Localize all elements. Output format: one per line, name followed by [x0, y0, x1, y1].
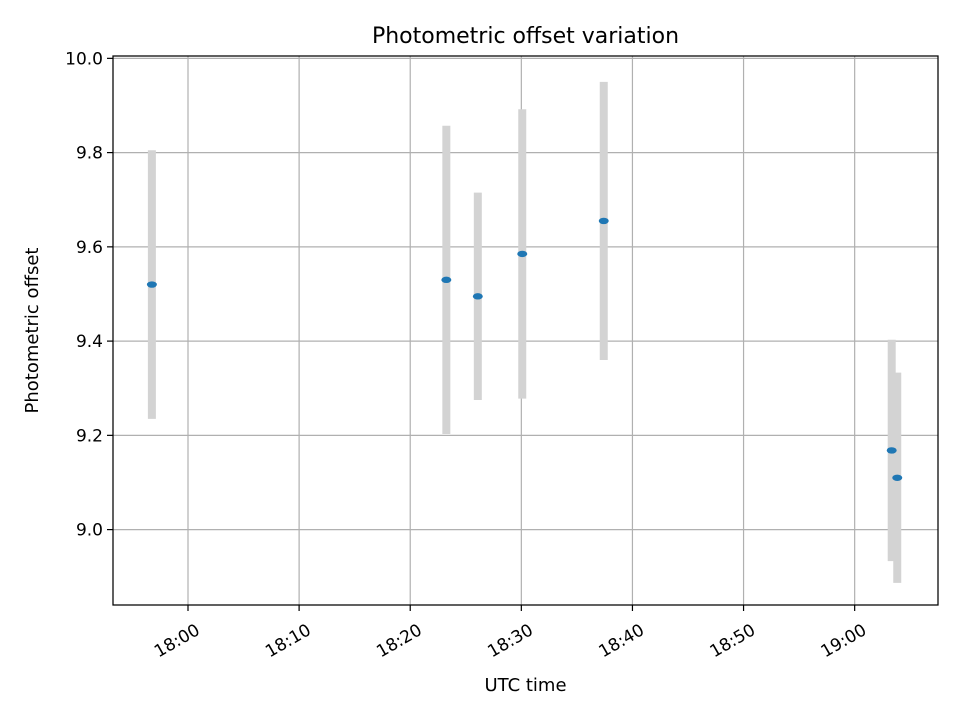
error-bars — [147, 81, 902, 583]
y-tick-label: 9.8 — [76, 144, 103, 164]
x-tick-label: 18:30 — [484, 620, 536, 662]
y-tick-label: 9.0 — [76, 521, 103, 541]
data-point — [517, 250, 528, 258]
data-points — [146, 217, 903, 481]
data-point — [598, 217, 609, 225]
y-tick-label: 10.0 — [65, 49, 103, 69]
x-tick-label: 18:00 — [151, 620, 203, 662]
y-tick-label: 9.2 — [76, 426, 103, 446]
x-tick-label: 18:20 — [373, 620, 425, 662]
x-tick-label: 18:50 — [707, 620, 759, 662]
x-tick-label: 18:40 — [595, 620, 647, 662]
data-point — [886, 447, 897, 454]
x-axis-label: UTC time — [484, 675, 566, 696]
data-point — [146, 281, 157, 288]
grid-lines — [113, 56, 938, 605]
x-tick-label: 19:00 — [818, 620, 870, 662]
y-tick-label: 9.4 — [76, 332, 103, 352]
axis-ticks: 18:00 18:10 18:20 18:30 18:40 18:50 19:00 9.0 9.… — [65, 49, 870, 662]
data-point — [892, 474, 903, 481]
plot-frame — [112, 55, 939, 606]
data-point — [472, 293, 483, 300]
y-tick-label: 9.6 — [76, 238, 103, 258]
chart-title: Photometric offset variation — [372, 24, 679, 49]
x-tick-label: 18:10 — [262, 620, 314, 662]
y-axis-label: Photometric offset — [22, 248, 43, 414]
data-point — [441, 276, 452, 284]
